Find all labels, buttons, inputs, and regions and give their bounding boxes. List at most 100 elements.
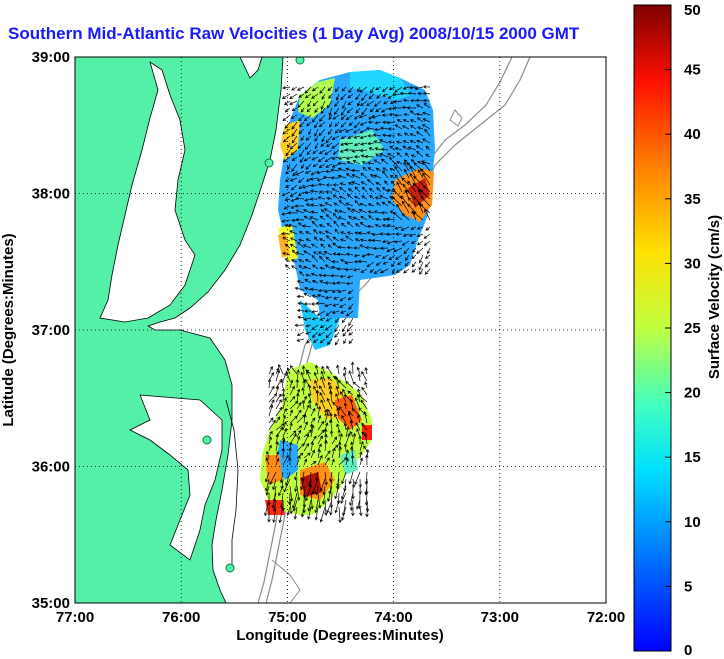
velocity-arrow (287, 223, 298, 228)
velocity-arrow (409, 139, 417, 144)
velocity-arrow (306, 370, 312, 382)
velocity-arrow (332, 236, 340, 242)
velocity-arrow (296, 308, 305, 313)
velocity-arrow (331, 310, 340, 314)
velocity-arrow (345, 426, 350, 438)
velocity-arrow (333, 296, 340, 300)
velocity-arrow (314, 364, 319, 375)
velocity-arrow (303, 395, 308, 403)
velocity-arrow (421, 124, 431, 130)
velocity-arrow (387, 153, 396, 158)
velocity-arrow (357, 231, 368, 235)
velocity-arrow (416, 160, 424, 165)
velocity-arrow (345, 380, 354, 389)
velocity-arrow (325, 183, 333, 187)
velocity-arrow (415, 131, 424, 137)
velocity-arrow (283, 100, 291, 106)
velocity-arrow (340, 492, 347, 504)
velocity-arrow (310, 460, 317, 466)
velocity-arrow (335, 393, 340, 403)
x-tick-label: 76:00 (162, 609, 200, 626)
velocity-arrow (301, 224, 312, 228)
velocity-arrow (348, 338, 354, 345)
velocity-arrow (308, 128, 312, 136)
velocity-arrow (306, 121, 312, 127)
velocity-arrow (306, 177, 312, 182)
velocity-arrow (331, 447, 336, 459)
velocity-arrow (381, 224, 389, 228)
velocity-arrow (289, 422, 293, 431)
velocity-arrows (264, 85, 431, 524)
velocity-arrow (323, 208, 333, 214)
velocity-arrow (323, 289, 333, 293)
velocity-arrow (317, 420, 325, 431)
velocity-arrow (341, 317, 347, 324)
velocity-arrow (268, 404, 274, 417)
velocity-arrow (318, 203, 326, 208)
velocity-arrow (350, 454, 355, 466)
velocity-arrow (312, 114, 319, 123)
velocity-arrow (424, 128, 431, 137)
velocity-arrow (303, 215, 312, 221)
velocity-arrow (329, 429, 334, 438)
velocity-arrow (340, 135, 347, 139)
velocity-arrow (319, 215, 326, 221)
velocity-arrow (416, 117, 424, 123)
velocity-arrow (407, 203, 417, 214)
velocity-arrow (318, 149, 326, 155)
velocity-arrow (347, 289, 354, 294)
velocity-arrow (351, 168, 361, 173)
velocity-arrow (349, 430, 354, 438)
velocity-arrow (367, 120, 375, 124)
velocity-arrow (311, 220, 319, 228)
velocity-arrow (275, 367, 280, 375)
velocity-arrow (311, 478, 319, 495)
velocity-arrow (282, 427, 288, 438)
velocity-arrow (346, 275, 354, 279)
velocity-arrow (388, 140, 396, 144)
velocity-arrow (330, 273, 340, 278)
velocity-arrow (340, 121, 347, 128)
velocity-arrow (304, 170, 312, 174)
velocity-arrow (392, 92, 403, 97)
velocity-arrow (356, 366, 361, 375)
velocity-arrow (324, 499, 328, 517)
velocity-arrow (407, 197, 417, 207)
velocity-arrow (301, 163, 305, 170)
map-title: Southern Mid-Atlantic Raw Velocities (1 … (8, 24, 580, 43)
velocity-arrow (324, 471, 328, 486)
velocity-arrow (416, 247, 424, 254)
velocity-arrow (303, 250, 312, 256)
velocity-arrow (329, 419, 333, 431)
velocity-arrow (340, 391, 347, 403)
velocity-arrow (393, 100, 403, 104)
velocity-arrow (307, 499, 312, 512)
colorbar-tick-label: 20 (684, 385, 701, 402)
velocity-arrow (395, 140, 403, 144)
velocity-arrow (265, 478, 270, 492)
colorbar-tick-label: 40 (684, 126, 701, 143)
velocity-arrow (307, 506, 312, 520)
velocity-arrow (305, 331, 312, 335)
velocity-arrow (346, 221, 354, 228)
velocity-arrow (373, 210, 382, 214)
velocity-arrow (332, 303, 340, 307)
velocity-arrow (402, 233, 410, 237)
velocity-arrow (367, 178, 375, 186)
velocity-arrow (304, 198, 312, 202)
velocity-arrow (361, 386, 368, 396)
velocity-arrow (316, 177, 326, 182)
velocity-arrow (387, 127, 396, 131)
velocity-arrow (407, 180, 417, 193)
velocity-arrow (301, 387, 305, 396)
velocity-arrow (319, 385, 326, 396)
velocity-arrow (396, 152, 403, 158)
velocity-arrow (308, 399, 312, 410)
velocity-arrow (347, 296, 354, 301)
velocity-arrow (327, 244, 333, 249)
velocity-arrow (321, 492, 326, 505)
velocity-arrow (327, 376, 333, 382)
velocity-arrow (422, 98, 431, 103)
velocity-arrow (337, 429, 341, 438)
velocity-arrow (343, 422, 348, 431)
